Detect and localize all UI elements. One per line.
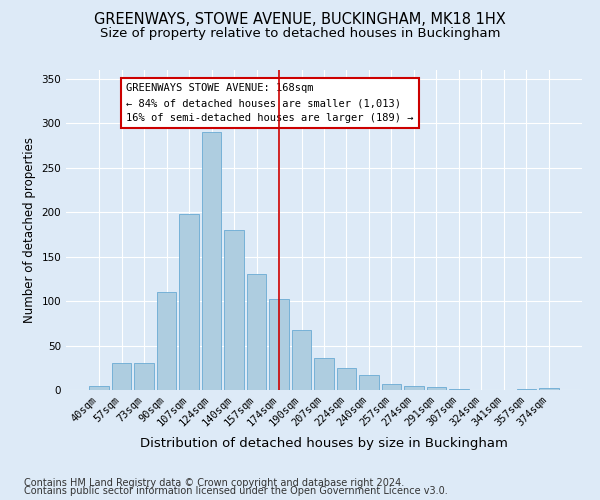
- Text: Size of property relative to detached houses in Buckingham: Size of property relative to detached ho…: [100, 28, 500, 40]
- Bar: [337, 368, 356, 390]
- Bar: [382, 384, 401, 390]
- Bar: [112, 364, 131, 390]
- Bar: [427, 388, 446, 390]
- Bar: [359, 375, 379, 390]
- Bar: [179, 214, 199, 390]
- Bar: [404, 386, 424, 390]
- X-axis label: Distribution of detached houses by size in Buckingham: Distribution of detached houses by size …: [140, 437, 508, 450]
- Bar: [292, 330, 311, 390]
- Bar: [224, 230, 244, 390]
- Bar: [202, 132, 221, 390]
- Bar: [269, 300, 289, 390]
- Bar: [247, 274, 266, 390]
- Y-axis label: Number of detached properties: Number of detached properties: [23, 137, 36, 323]
- Text: GREENWAYS STOWE AVENUE: 168sqm
← 84% of detached houses are smaller (1,013)
16% : GREENWAYS STOWE AVENUE: 168sqm ← 84% of …: [126, 84, 413, 123]
- Bar: [517, 389, 536, 390]
- Bar: [314, 358, 334, 390]
- Bar: [157, 292, 176, 390]
- Bar: [134, 364, 154, 390]
- Bar: [449, 389, 469, 390]
- Bar: [89, 386, 109, 390]
- Text: Contains HM Land Registry data © Crown copyright and database right 2024.: Contains HM Land Registry data © Crown c…: [24, 478, 404, 488]
- Text: Contains public sector information licensed under the Open Government Licence v3: Contains public sector information licen…: [24, 486, 448, 496]
- Text: GREENWAYS, STOWE AVENUE, BUCKINGHAM, MK18 1HX: GREENWAYS, STOWE AVENUE, BUCKINGHAM, MK1…: [94, 12, 506, 28]
- Bar: [539, 388, 559, 390]
